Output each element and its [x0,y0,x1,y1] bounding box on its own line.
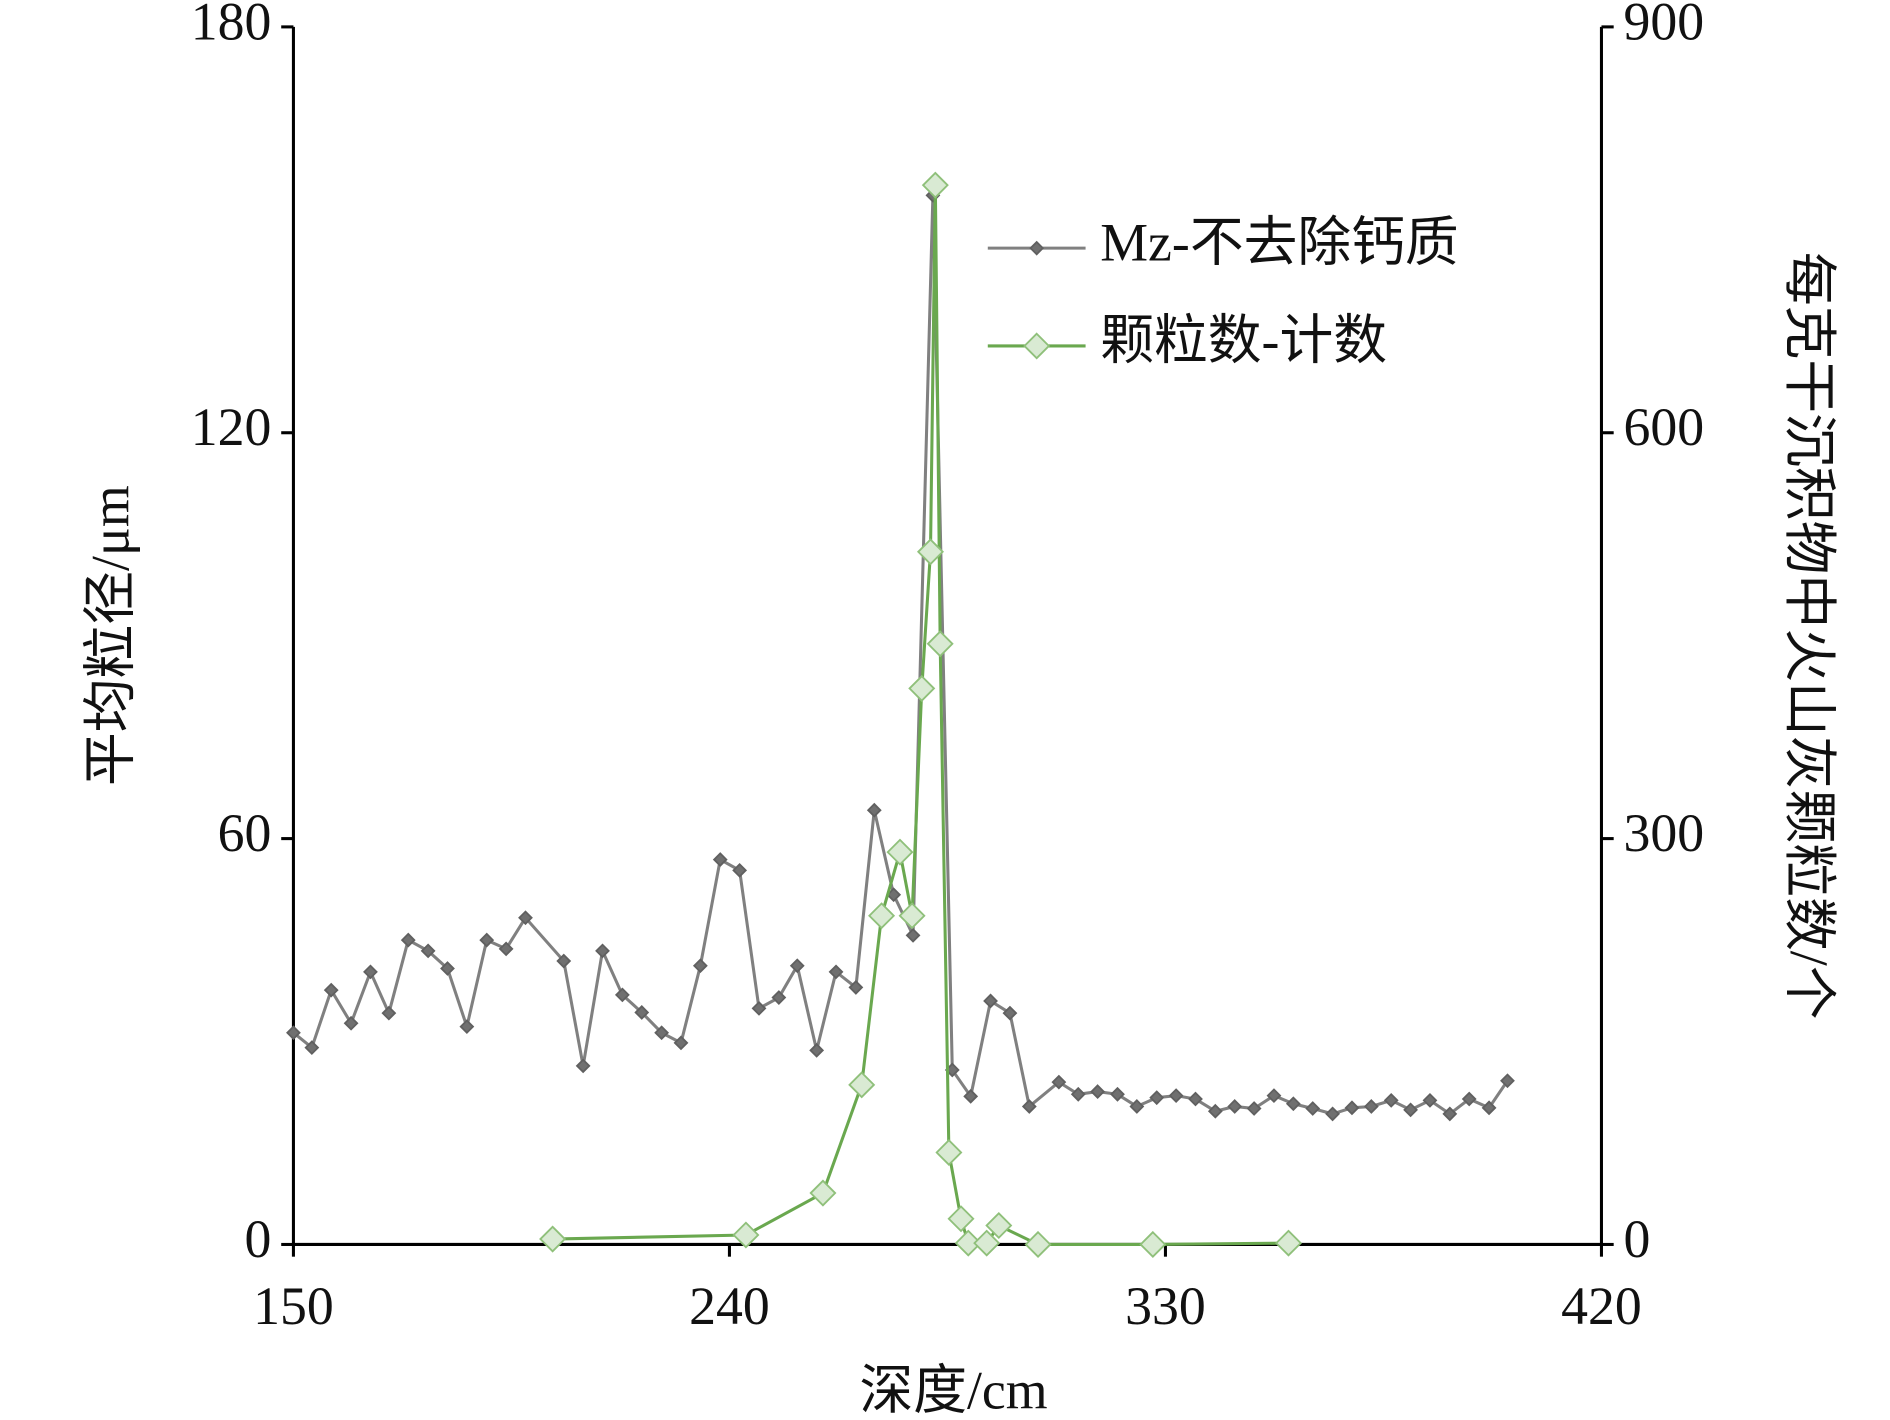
x-tick-label: 240 [689,1276,770,1336]
marker [518,910,533,926]
marker [440,961,455,976]
marker [420,943,436,959]
marker [1090,1084,1106,1099]
marker [916,538,945,566]
marker [848,1071,876,1099]
y2-tick-label: 600 [1623,397,1704,457]
marker [1024,1230,1052,1258]
marker [1139,1230,1167,1258]
marker [654,1025,670,1041]
marker [1110,1086,1125,1102]
marker [1500,1073,1515,1089]
marker [921,171,949,199]
y2-tick-label: 300 [1623,803,1704,863]
marker [692,958,708,974]
marker [1207,1103,1223,1119]
y-tick-label: 60 [218,803,272,863]
marker [1285,1096,1301,1112]
marker [1149,1090,1165,1106]
marker [1461,1091,1477,1107]
marker [1227,1099,1243,1114]
marker [1051,1074,1067,1090]
marker [400,932,416,948]
marker [304,1040,320,1056]
marker [539,1225,567,1253]
marker [286,1025,301,1041]
marker [1403,1102,1418,1118]
marker [947,1205,975,1233]
marker [908,674,936,702]
marker [634,1005,650,1020]
marker [1325,1106,1340,1122]
marker [751,1000,767,1016]
marker [963,1088,979,1104]
marker [809,1042,825,1058]
marker [983,993,998,1009]
marker [1021,1099,1037,1114]
y-tick-label: 120 [191,397,272,457]
x-tick-label: 330 [1125,1276,1206,1336]
marker [732,1221,760,1249]
marker [363,964,378,980]
x-axis-label: 深度/cm [859,1360,1047,1420]
marker [866,802,882,818]
marker [905,927,921,943]
marker [673,1035,689,1051]
marker [954,1229,982,1257]
marker [886,838,914,866]
marker [985,1211,1013,1240]
marker [1188,1091,1203,1107]
marker [1344,1100,1360,1116]
marker [1246,1101,1262,1116]
y-axis-label: 平均粒径/μm [81,485,141,786]
marker [1129,1099,1145,1114]
marker [1422,1092,1438,1108]
marker [732,862,748,878]
y-tick-label: 0 [245,1209,272,1269]
marker [1266,1088,1282,1104]
marker [789,958,805,974]
marker [1305,1101,1321,1116]
marker [898,902,926,930]
marker [323,982,339,998]
marker [1363,1099,1379,1114]
marker [1481,1100,1497,1116]
marker [848,980,864,995]
marker [381,1005,397,1021]
marker [771,990,787,1005]
marker [935,1138,963,1166]
marker [1070,1086,1086,1102]
marker [479,932,495,948]
marker [1002,1005,1018,1021]
marker [459,1019,475,1035]
legend-marker [1023,332,1051,360]
marker [575,1058,591,1074]
marker [614,987,630,1003]
legend-marker [1029,240,1045,256]
y2-axis-label: 每克干沉积物中火山灰颗粒数/个 [1779,252,1839,1020]
marker [1168,1088,1184,1104]
legend-label: 颗粒数-计数 [1100,310,1387,370]
marker [809,1179,837,1207]
x-tick-label: 420 [1561,1276,1642,1336]
marker [1442,1106,1458,1122]
marker [498,941,514,957]
marker [828,964,844,980]
marker [712,852,728,867]
y2-tick-label: 0 [1623,1209,1650,1269]
marker [1383,1092,1399,1108]
marker [595,943,610,959]
legend-label: Mz-不去除钙质 [1100,213,1458,273]
marker [973,1229,1001,1257]
y2-tick-label: 900 [1623,0,1704,51]
marker [926,630,954,658]
y-tick-label: 180 [191,0,272,51]
marker [1274,1229,1303,1257]
x-tick-label: 150 [253,1276,334,1336]
marker [556,953,572,969]
marker [343,1015,359,1031]
marker [868,902,896,930]
